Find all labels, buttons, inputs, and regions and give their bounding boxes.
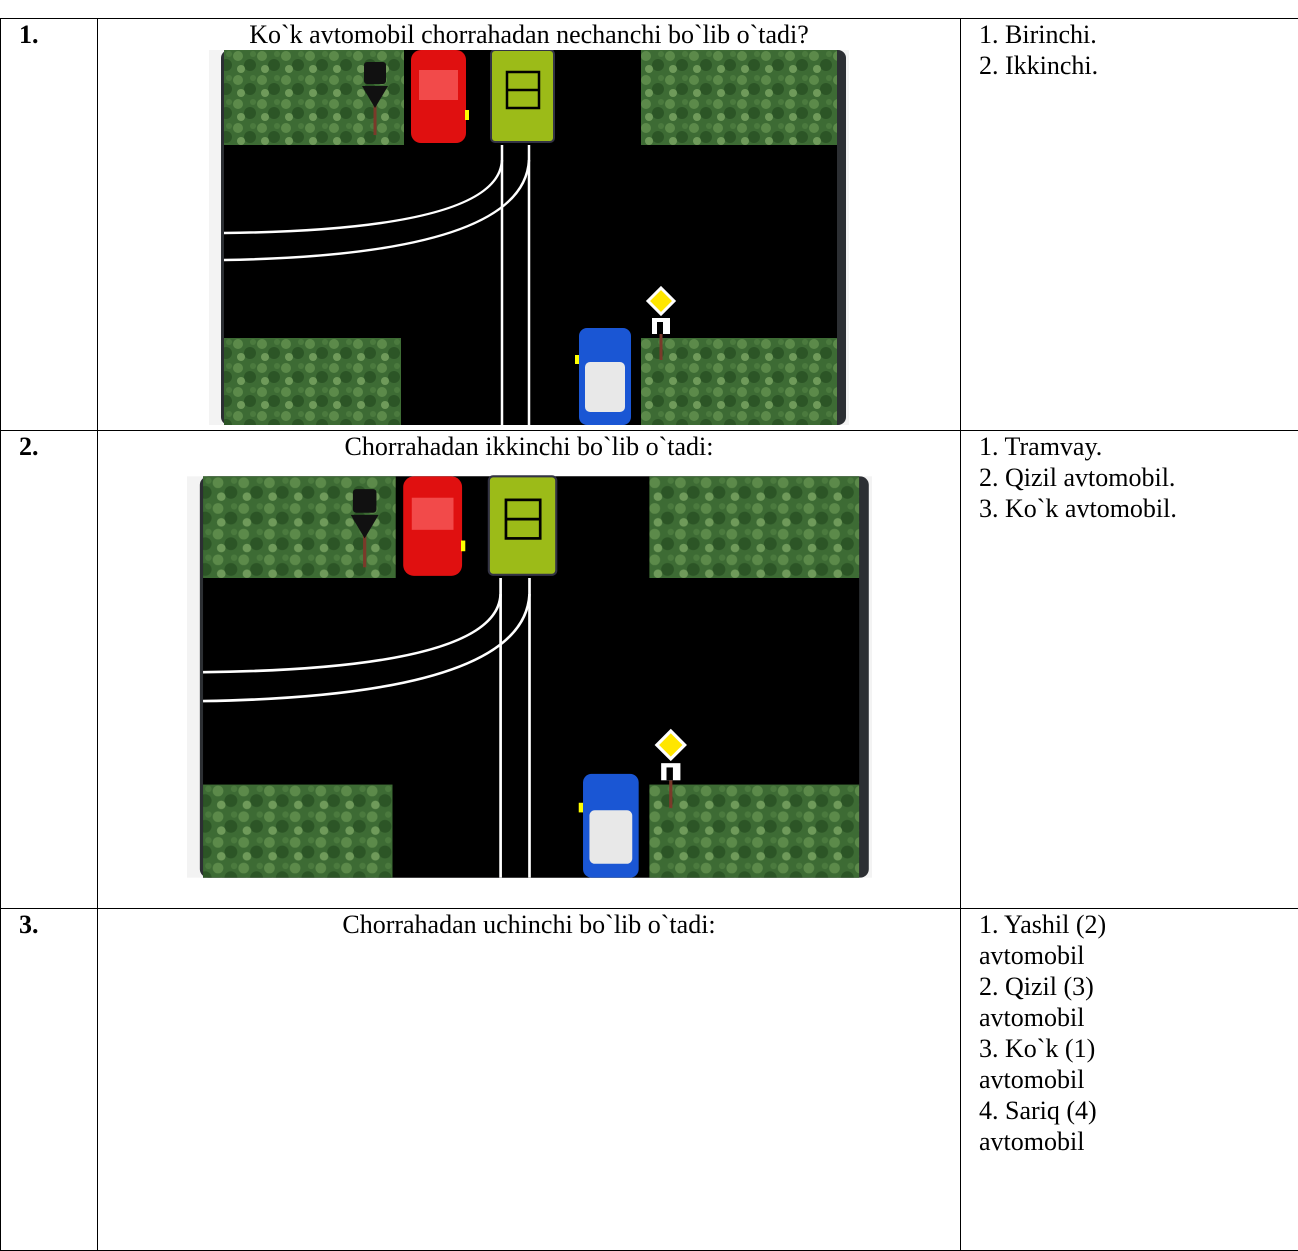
question: Chorrahadan uchinchi bo`lib o`tadi:	[98, 909, 960, 940]
answers: 1. Tramvay.2. Qizil avtomobil.3. Ko`k av…	[961, 431, 1298, 909]
question-cell: Chorrahadan uchinchi bo`lib o`tadi:	[98, 909, 961, 1251]
question-cell: Ko`k avtomobil chorrahadan nechanchi bo`…	[98, 19, 961, 431]
answer: 2. Qizil (3) avtomobil	[979, 971, 1179, 1033]
question: Ko`k avtomobil chorrahadan nechanchi bo`…	[98, 19, 960, 50]
row: 2. Chorrahadan ikkinchi bo`lib o`tadi: 1…	[1, 431, 1298, 909]
question-cell: Chorrahadan ikkinchi bo`lib o`tadi:	[98, 431, 961, 909]
answer: 2. Qizil avtomobil.	[979, 462, 1298, 493]
number: 3.	[1, 909, 98, 1251]
answers: 1. Birinchi.2. Ikkinchi.	[961, 19, 1298, 431]
answer: 2. Ikkinchi.	[979, 50, 1298, 81]
question: Chorrahadan ikkinchi bo`lib o`tadi:	[98, 431, 960, 462]
question-table: 1. Ko`k avtomobil chorrahadan nechanchi …	[0, 18, 1298, 1251]
number: 2.	[1, 431, 98, 909]
intersection-image	[187, 462, 872, 892]
answer: 1. Tramvay.	[979, 431, 1298, 462]
answer: 1. Yashil (2) avtomobil	[979, 909, 1179, 971]
answer: 3. Ko`k avtomobil.	[979, 493, 1298, 524]
row: 3. Chorrahadan uchinchi bo`lib o`tadi: 1…	[1, 909, 1298, 1251]
number: 1.	[1, 19, 98, 431]
answer: 1. Birinchi.	[979, 19, 1298, 50]
answer: 4. Sariq (4) avtomobil	[979, 1095, 1179, 1157]
row: 1. Ko`k avtomobil chorrahadan nechanchi …	[1, 19, 1298, 431]
intersection-image	[209, 50, 849, 425]
answer: 3. Ko`k (1) avtomobil	[979, 1033, 1179, 1095]
